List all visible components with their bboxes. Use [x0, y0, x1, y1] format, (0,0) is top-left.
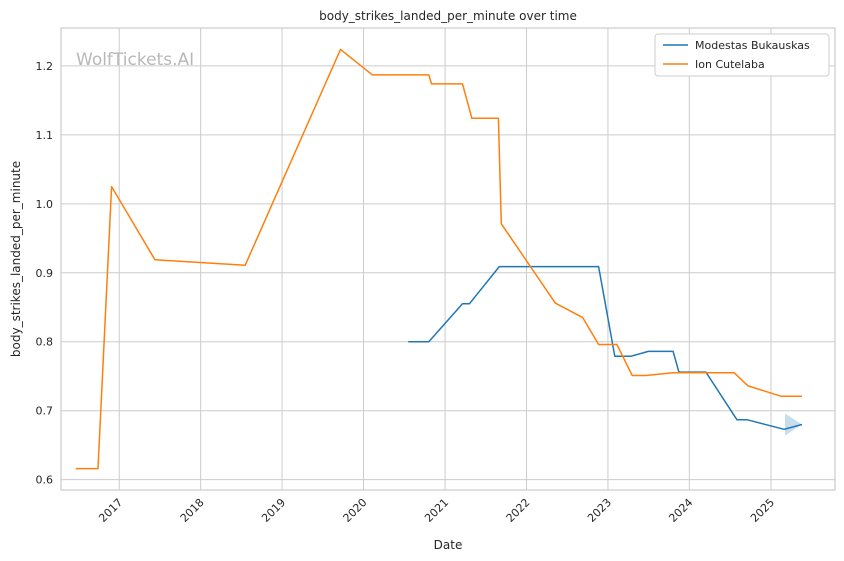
watermark: WolfTickets.AI: [76, 50, 194, 70]
plot-border: [60, 27, 836, 491]
legend: Modestas Bukauskas Ion Cutelaba: [654, 33, 830, 77]
y-tick-label: 0.6: [36, 474, 54, 487]
y-tick-label: 1.1: [36, 129, 54, 142]
y-tick-label: 1.2: [36, 60, 54, 73]
y-tick-label: 0.9: [36, 267, 54, 280]
legend-label: Ion Cutelaba: [695, 58, 765, 71]
plot-frame: [60, 27, 836, 491]
grid: [61, 28, 835, 490]
plot-area: [61, 28, 835, 490]
chart-title: body_strikes_landed_per_minute over time: [319, 9, 577, 23]
forecast-marker: [784, 413, 802, 436]
series-line-modestas-bukauskas: [408, 265, 803, 431]
x-axis-label: Date: [434, 538, 463, 552]
series-line-ion-cutelaba: [75, 48, 802, 470]
y-axis-label: body_strikes_landed_per_minute: [9, 161, 23, 357]
y-tick-label: 0.8: [36, 336, 54, 349]
y-axis-ticks: 0.6 0.7 0.8 0.9 1.0 1.1 1.2: [36, 60, 54, 487]
y-tick-label: 1.0: [36, 198, 54, 211]
series-layer: [75, 48, 803, 470]
legend-label: Modestas Bukauskas: [695, 39, 810, 52]
legend-box: [654, 33, 830, 77]
y-tick-label: 0.7: [36, 405, 54, 418]
